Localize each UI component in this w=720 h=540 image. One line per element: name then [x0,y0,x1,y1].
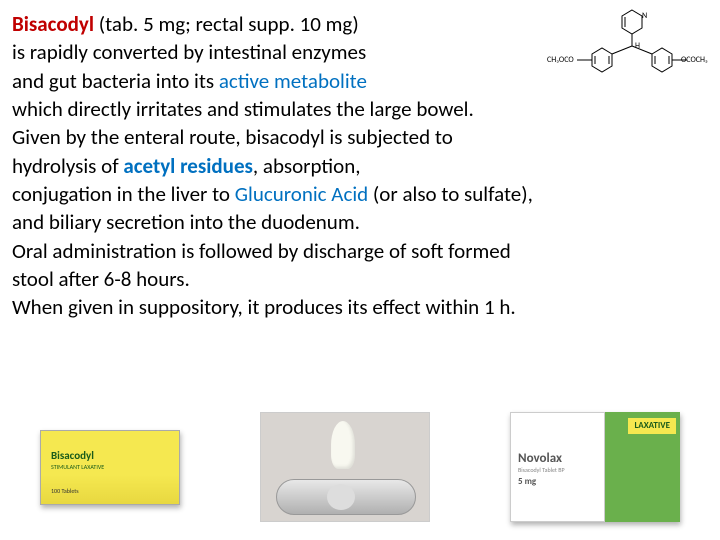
svg-text:N: N [642,11,647,21]
line3a: and gut bacteria into its [12,68,219,94]
box1-count: 100 Tablets [51,487,79,495]
active-metabolite: active metabolite [219,68,367,94]
line4: which directly irritates and stimulates … [12,96,474,122]
line7a: conjugation in the liver to [12,181,235,207]
line6b: , absorption, [253,153,361,179]
svg-text:OCOCH₃: OCOCH₃ [681,55,708,65]
dose-info: (tab. 5 mg; rectal supp. 10 mg) [94,11,359,37]
acetyl-residues: acetyl residues [123,153,253,179]
line7b: (or also to sulfate), [368,181,533,207]
line11: When given in suppository, it produces i… [12,294,516,320]
drug-name: Bisacodyl [12,11,94,37]
line5: Given by the enteral route, bisacodyl is… [12,124,453,150]
novolax-sub: Bisacodyl Tablet BP [518,466,565,474]
product-images-row: Bisacodyl STIMULANT LAXATIVE 100 Tablets… [0,412,720,522]
foil-wrapper-icon [276,479,416,515]
box1-name: Bisacodyl [51,449,94,464]
bisacodyl-yellow-box: Bisacodyl STIMULANT LAXATIVE 100 Tablets [40,430,180,505]
svg-text:CH₃OCO: CH₃OCO [547,55,574,65]
laxative-badge: LAXATIVE [628,418,676,434]
line9: Oral administration is followed by disch… [12,238,511,264]
svg-text:H: H [635,41,640,51]
novolax-dose: 5 mg [518,476,536,488]
line8: and biliary secretion into the duodenum. [12,209,360,235]
line2: is rapidly converted by intestinal enzym… [12,39,366,65]
line10: stool after 6-8 hours. [12,266,190,292]
glucuronic-acid: Glucuronic Acid [235,181,368,207]
suppository-icon [331,421,355,469]
box1-subtitle: STIMULANT LAXATIVE [51,463,104,471]
chemical-structure: N H CH₃OCO OCOCH₃ [547,6,712,82]
novolax-name: Novolax [518,450,562,468]
line6a: hydrolysis of [12,153,123,179]
novolax-box: LAXATIVE Novolax Bisacodyl Tablet BP 5 m… [510,412,680,522]
suppository-photo [260,412,430,522]
